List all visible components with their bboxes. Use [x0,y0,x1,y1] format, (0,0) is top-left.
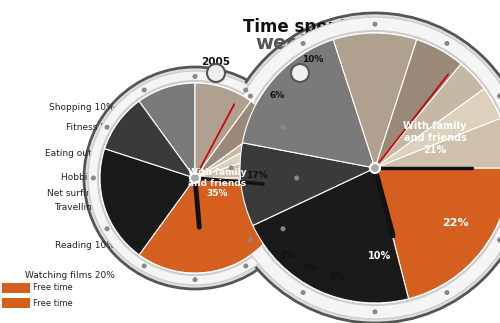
Circle shape [190,173,200,183]
Text: Net surfing 3%: Net surfing 3% [48,189,115,197]
Wedge shape [375,168,500,299]
Wedge shape [195,149,290,178]
Text: Watching films 20%: Watching films 20% [25,270,115,279]
Circle shape [207,64,225,82]
Text: Fitness 5%: Fitness 5% [66,123,115,132]
Text: 6%: 6% [270,91,284,100]
Wedge shape [100,149,195,255]
Circle shape [84,67,306,289]
Text: 4%: 4% [302,264,318,273]
Text: weekends: weekends [255,34,365,53]
Text: With family
and friends
21%: With family and friends 21% [404,121,466,155]
Circle shape [300,290,306,295]
Text: With family
and friends
35%: With family and friends 35% [188,168,246,198]
Wedge shape [195,132,286,178]
Wedge shape [195,101,272,178]
Circle shape [192,74,198,79]
Text: Eating out 10%: Eating out 10% [46,149,115,158]
Circle shape [104,226,110,231]
Circle shape [244,264,248,268]
Circle shape [224,17,500,319]
Circle shape [220,13,500,323]
Wedge shape [375,89,500,168]
Bar [2,298,30,308]
Wedge shape [242,40,375,168]
Wedge shape [240,143,375,225]
Text: Free time: Free time [33,298,73,307]
Wedge shape [195,83,251,178]
Text: Free time: Free time [33,284,73,293]
Text: Travelling 5%: Travelling 5% [54,203,115,213]
Circle shape [497,94,500,99]
Text: Hobbies 2%: Hobbies 2% [61,173,115,182]
Text: 10%: 10% [368,251,392,261]
Text: Shopping 10%: Shopping 10% [50,103,115,112]
Circle shape [98,81,292,275]
Text: 2010: 2010 [286,57,314,67]
Circle shape [142,264,146,268]
Circle shape [370,163,380,173]
Circle shape [280,125,285,130]
Text: 4%: 4% [280,252,294,261]
Wedge shape [104,101,195,178]
Circle shape [280,226,285,231]
Wedge shape [253,168,408,303]
Circle shape [142,88,146,92]
Circle shape [104,125,110,130]
Text: 17%: 17% [246,172,268,181]
Wedge shape [139,178,290,273]
Circle shape [444,41,450,46]
Circle shape [372,309,378,314]
Text: Time spent on: Time spent on [244,18,376,36]
Circle shape [248,94,253,99]
Text: Reading 10%: Reading 10% [55,241,115,249]
Circle shape [238,31,500,305]
Circle shape [192,277,198,282]
Wedge shape [375,118,500,168]
Circle shape [294,175,299,181]
Circle shape [228,165,234,171]
Bar [2,283,30,293]
Circle shape [244,88,248,92]
Wedge shape [375,40,461,168]
Wedge shape [375,64,484,168]
Circle shape [497,237,500,242]
Text: 10%: 10% [302,56,324,65]
Wedge shape [139,83,195,178]
Text: 22%: 22% [442,218,468,228]
Wedge shape [195,122,278,178]
Circle shape [300,41,306,46]
Circle shape [88,71,302,285]
Circle shape [248,237,253,242]
Circle shape [91,175,96,181]
Wedge shape [334,33,416,168]
Circle shape [444,290,450,295]
Circle shape [372,22,378,27]
Text: 2005: 2005 [202,57,230,67]
Text: 6%: 6% [330,274,344,283]
Circle shape [291,64,309,82]
